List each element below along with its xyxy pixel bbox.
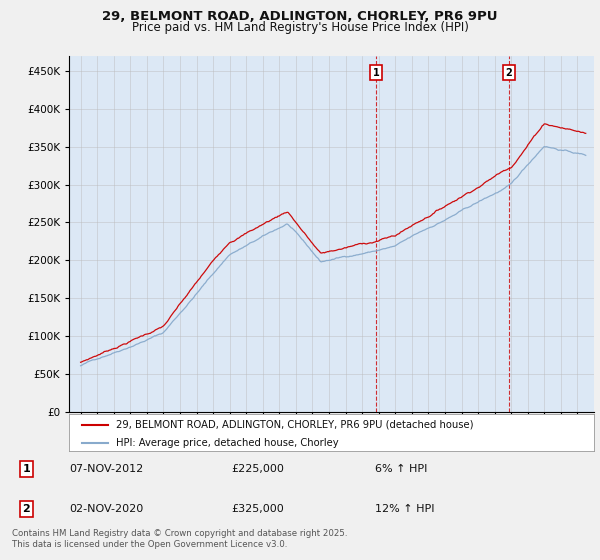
Text: HPI: Average price, detached house, Chorley: HPI: Average price, detached house, Chor… [116, 438, 339, 448]
Text: 2: 2 [505, 68, 512, 78]
Text: 2: 2 [23, 504, 30, 514]
Text: £325,000: £325,000 [231, 504, 284, 514]
Text: £225,000: £225,000 [231, 464, 284, 474]
Text: 29, BELMONT ROAD, ADLINGTON, CHORLEY, PR6 9PU: 29, BELMONT ROAD, ADLINGTON, CHORLEY, PR… [102, 10, 498, 23]
Text: 02-NOV-2020: 02-NOV-2020 [70, 504, 144, 514]
Text: 07-NOV-2012: 07-NOV-2012 [70, 464, 144, 474]
Text: 1: 1 [373, 68, 380, 78]
Text: Contains HM Land Registry data © Crown copyright and database right 2025.
This d: Contains HM Land Registry data © Crown c… [12, 529, 347, 549]
Text: 29, BELMONT ROAD, ADLINGTON, CHORLEY, PR6 9PU (detached house): 29, BELMONT ROAD, ADLINGTON, CHORLEY, PR… [116, 419, 474, 430]
Text: 1: 1 [23, 464, 30, 474]
Text: 12% ↑ HPI: 12% ↑ HPI [375, 504, 434, 514]
Text: 6% ↑ HPI: 6% ↑ HPI [375, 464, 427, 474]
Text: Price paid vs. HM Land Registry's House Price Index (HPI): Price paid vs. HM Land Registry's House … [131, 21, 469, 34]
